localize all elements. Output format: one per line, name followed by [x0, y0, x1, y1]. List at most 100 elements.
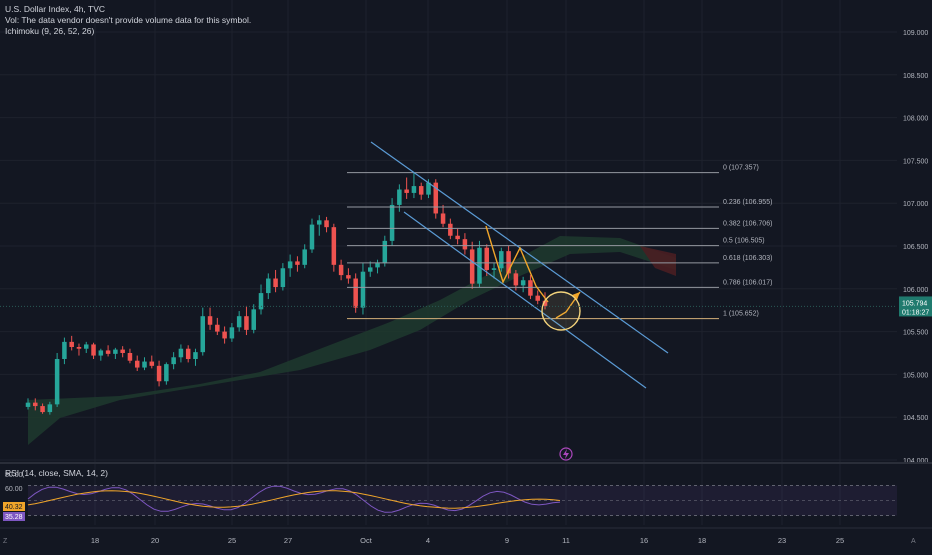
last-price-tag[interactable] [899, 296, 932, 317]
candle-body[interactable] [382, 240, 388, 264]
candle-body[interactable] [389, 204, 395, 241]
candle-body[interactable] [266, 278, 271, 294]
candle-body[interactable] [360, 271, 366, 308]
event-marker-icon[interactable] [559, 447, 573, 461]
candle-body[interactable] [404, 189, 409, 193]
candle-body[interactable] [520, 280, 526, 286]
candle-body[interactable] [25, 402, 31, 407]
candle-body[interactable] [448, 223, 453, 236]
candle-body[interactable] [258, 293, 264, 310]
highlight-circle[interactable] [541, 291, 581, 331]
candle-body[interactable] [113, 349, 118, 354]
candle-body[interactable] [535, 295, 540, 301]
candle-body[interactable] [244, 316, 249, 330]
candle-body[interactable] [375, 263, 380, 268]
candle-body[interactable] [98, 350, 104, 356]
candle-body[interactable] [542, 300, 548, 306]
candle-body[interactable] [440, 213, 446, 224]
candle-body[interactable] [469, 249, 475, 284]
price-tick-label: 106.000 [903, 287, 928, 294]
candle-body[interactable] [528, 280, 533, 296]
candle-body[interactable] [506, 251, 511, 274]
candle-body[interactable] [418, 186, 424, 195]
candle-body[interactable] [120, 349, 125, 353]
candle-body[interactable] [324, 220, 329, 228]
candle-body[interactable] [477, 247, 482, 284]
bar-countdown: 01:18:27 [902, 309, 929, 316]
candle-body[interactable] [193, 352, 198, 359]
candle-body[interactable] [178, 348, 184, 358]
candle-body[interactable] [62, 341, 67, 359]
candle-body[interactable] [302, 249, 307, 265]
candle-body[interactable] [236, 316, 242, 328]
candle-body[interactable] [455, 235, 460, 240]
candle-body[interactable] [433, 182, 439, 214]
candle-body[interactable] [40, 406, 45, 413]
candle-body[interactable] [287, 261, 293, 269]
candle-body[interactable] [280, 268, 286, 288]
channel-lower-line[interactable] [403, 211, 647, 389]
candle-body[interactable] [273, 278, 278, 288]
candle-body[interactable] [207, 316, 213, 325]
candle-body[interactable] [367, 267, 373, 272]
candle-body[interactable] [69, 341, 74, 348]
candle-body[interactable] [317, 220, 322, 225]
candle-body[interactable] [156, 365, 162, 382]
candle-body[interactable] [185, 348, 191, 359]
candle-body[interactable] [411, 186, 417, 193]
candle-body[interactable] [295, 261, 300, 265]
timezone-icon[interactable]: Z [3, 538, 8, 545]
symbol-title[interactable]: U.S. Dollar Index, 4h, TVC [5, 4, 105, 14]
rsi-line[interactable] [27, 485, 561, 513]
candle-body[interactable] [134, 360, 140, 368]
candle-body[interactable] [251, 309, 256, 330]
time-tick-label: 23 [778, 536, 786, 545]
last-price-value: 105.794 [902, 300, 927, 307]
candle-body[interactable] [215, 324, 220, 332]
rsi-ma-value-tag [3, 502, 25, 511]
time-tick-label: 18 [91, 536, 99, 545]
fib-level-label: 0.786 (106.017) [723, 279, 772, 286]
rsi-tick-label: 80.00 [5, 472, 23, 479]
candle-body[interactable] [47, 404, 53, 413]
candle-body[interactable] [149, 361, 155, 366]
candle-body[interactable] [76, 347, 82, 349]
candle-body[interactable] [426, 182, 431, 195]
ichimoku-cloud-bullish [28, 236, 676, 445]
candle-body[interactable] [309, 224, 315, 250]
candle-body[interactable] [171, 357, 176, 365]
candle-body[interactable] [513, 273, 519, 286]
candle-body[interactable] [338, 264, 344, 276]
rsi-ma-line[interactable] [27, 490, 561, 509]
candle-body[interactable] [142, 361, 147, 368]
candle-body[interactable] [484, 247, 490, 270]
candle-body[interactable] [33, 402, 38, 407]
candle-body[interactable] [353, 278, 358, 308]
candle-body[interactable] [346, 275, 351, 279]
zigzag-projection[interactable] [485, 225, 549, 303]
candle-body[interactable] [397, 189, 402, 205]
candle-body[interactable] [331, 227, 337, 265]
price-tick-label: 107.500 [903, 158, 928, 165]
rsi-value-tag [3, 512, 25, 521]
indicator-ichimoku-label[interactable]: Ichimoku (9, 26, 52, 26) [5, 26, 95, 36]
candle-body[interactable] [91, 344, 96, 356]
price-scale-background[interactable] [897, 0, 932, 550]
candle-body[interactable] [105, 350, 111, 354]
projection-arrowhead-icon [572, 292, 580, 300]
candle-body[interactable] [54, 358, 60, 405]
auto-scale-icon[interactable]: A [911, 538, 916, 545]
candle-body[interactable] [200, 316, 206, 353]
candle-body[interactable] [83, 344, 89, 349]
indicator-rsi-label[interactable]: RSI (14, close, SMA, 14, 2) [5, 468, 108, 478]
candle-body[interactable] [127, 353, 133, 361]
fib-level-label: 0.382 (106.706) [723, 220, 772, 227]
candle-body[interactable] [222, 331, 227, 339]
candle-body[interactable] [229, 327, 235, 339]
candle-body[interactable] [499, 251, 504, 269]
candle-body[interactable] [164, 364, 169, 382]
candle-body[interactable] [491, 268, 497, 270]
candle-body[interactable] [462, 239, 468, 250]
